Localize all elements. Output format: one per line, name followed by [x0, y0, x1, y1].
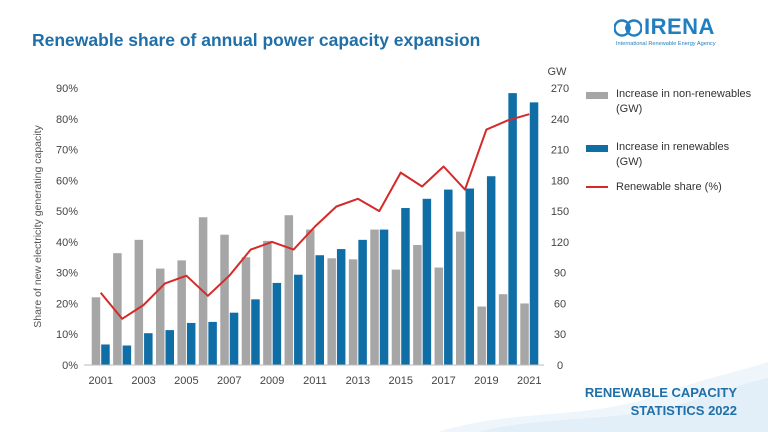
y-right-tick-label: 30	[554, 329, 566, 341]
y-left-tick-label: 30%	[56, 268, 78, 280]
x-tick-label: 2019	[474, 375, 498, 387]
bar-non-renewables-2010	[284, 215, 294, 365]
x-tick-label: 2009	[260, 375, 284, 387]
y-right-tick-label: 90	[554, 268, 566, 280]
bar-renewables-2013	[358, 239, 367, 365]
legend-swatch-non-renewables	[586, 92, 608, 99]
y-left-tick-label: 0%	[62, 360, 78, 372]
report-title-line2: STATISTICS 2022	[630, 403, 737, 418]
x-tick-label: 2017	[431, 375, 455, 387]
y-left-tick-label: 70%	[56, 145, 78, 157]
logo-subtitle: International Renewable Energy Agency	[616, 41, 716, 47]
legend-label-renewables: Increase in renewables (GW)	[616, 141, 730, 168]
bar-renewables-2016	[422, 198, 432, 365]
y-left-tick-label: 20%	[56, 298, 78, 310]
decorative-wave	[438, 362, 768, 432]
report-badge: RENEWABLE CAPACITY STATISTICS 2022	[585, 384, 737, 420]
y-right-tick-label: 150	[551, 206, 569, 218]
x-tick-label: 2001	[88, 375, 112, 387]
y-left-tick-label: 80%	[56, 114, 78, 126]
bar-renewables-2004	[165, 330, 174, 365]
bar-renewables-2007	[229, 312, 239, 365]
bar-non-renewables-2009	[263, 240, 272, 365]
bar-renewables-2014	[379, 229, 389, 365]
bar-non-renewables-2004	[156, 268, 165, 365]
legend-swatch-renewables	[586, 145, 608, 152]
bar-renewables-2008	[251, 299, 260, 365]
bar-renewables-2002	[122, 345, 132, 365]
bar-non-renewables-2001	[91, 297, 101, 365]
bar-non-renewables-2020	[498, 294, 508, 365]
y-right-tick-label: 180	[551, 175, 569, 187]
bar-non-renewables-2003	[134, 239, 144, 365]
series-renewable-share-line	[99, 113, 530, 320]
y-left-tick-label: 60%	[56, 175, 78, 187]
bar-renewables-2019	[486, 176, 496, 365]
y-left-tick-label: 90%	[56, 83, 78, 95]
bar-renewables-2003	[144, 333, 153, 365]
bar-renewables-2012	[336, 249, 346, 365]
bar-non-renewables-2008	[241, 257, 251, 365]
globe-icon	[614, 19, 642, 37]
y-right-tick-label: 270	[551, 83, 569, 95]
bar-non-renewables-2007	[220, 234, 229, 365]
bar-non-renewables-2016	[413, 244, 422, 365]
bar-renewables-2017	[444, 189, 453, 365]
y-axis-left-ticks: 0% 10% 20% 30% 40% 50% 60% 70% 80% 90%	[56, 83, 78, 372]
report-title-line1: RENEWABLE CAPACITY	[584, 385, 737, 400]
x-tick-label: 2005	[174, 375, 198, 387]
bar-non-renewables-2014	[370, 229, 379, 365]
legend-swatch-renewable-share	[586, 186, 608, 188]
bar-non-renewables-2015	[391, 269, 401, 365]
bar-renewables-2006	[208, 321, 217, 365]
x-tick-label: 2003	[131, 375, 155, 387]
y-right-tick-label: 0	[557, 360, 563, 372]
bar-renewables-2010	[294, 274, 303, 365]
y-right-tick-label: 240	[551, 114, 569, 126]
series-renewables	[101, 93, 539, 365]
bar-non-renewables-2013	[348, 259, 358, 365]
chart-title: Renewable share of annual power capacity…	[32, 30, 481, 50]
y-axis-left-label: Share of new electricity generating capa…	[32, 124, 44, 327]
x-tick-label: 2011	[303, 375, 327, 387]
x-tick-label: 2021	[517, 375, 541, 387]
bar-renewables-2001	[101, 344, 110, 365]
bar-renewables-2009	[272, 282, 282, 365]
y-left-tick-label: 50%	[56, 206, 78, 218]
legend-label-renewable-share: Renewable share (%)	[616, 181, 722, 193]
irena-logo: IRENA International Renewable Energy Age…	[614, 14, 744, 53]
y-right-tick-label: 120	[551, 237, 569, 249]
bar-non-renewables-2021	[520, 303, 529, 365]
bar-non-renewables-2017	[434, 267, 444, 365]
y-left-tick-label: 40%	[56, 237, 78, 249]
y-axis-right-label: GW	[548, 66, 568, 78]
bar-non-renewables-2011	[306, 229, 315, 365]
bar-renewables-2015	[401, 208, 410, 365]
bar-non-renewables-2019	[477, 306, 486, 365]
bar-renewables-2005	[186, 322, 196, 365]
legend-label-non-renewables: Increase in non-renewables (GW)	[616, 88, 752, 115]
y-right-tick-label: 60	[554, 298, 566, 310]
y-right-tick-label: 210	[551, 145, 569, 157]
x-tick-label: 2007	[217, 375, 241, 387]
bar-renewables-2018	[465, 188, 474, 365]
x-tick-label: 2013	[346, 375, 370, 387]
logo-wordmark: IRENA	[644, 14, 715, 39]
bar-non-renewables-2018	[456, 231, 465, 365]
bar-non-renewables-2002	[113, 253, 122, 365]
bar-non-renewables-2012	[327, 258, 336, 365]
x-axis-ticks: 2001 2003 2005 2007 2009 2011 2013 2015 2017 2019…	[88, 375, 541, 387]
bar-renewables-2020	[508, 93, 517, 365]
bar-renewables-2011	[315, 255, 324, 365]
y-axis-right-ticks: 0 30 60 90 120 150 180 210 240 270	[551, 83, 569, 372]
bar-renewables-2021	[529, 102, 539, 365]
bar-non-renewables-2005	[177, 260, 186, 365]
y-left-tick-label: 10%	[56, 329, 78, 341]
x-tick-label: 2015	[388, 375, 412, 387]
